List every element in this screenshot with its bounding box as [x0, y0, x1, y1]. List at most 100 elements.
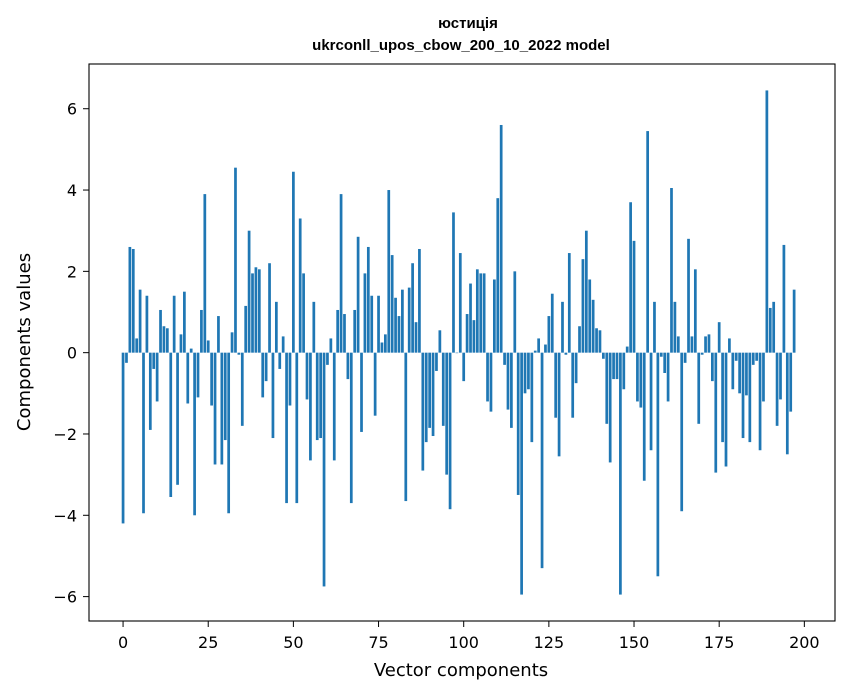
x-tick-label: 100 — [448, 633, 479, 652]
y-tick-label: 4 — [67, 181, 77, 200]
bar — [789, 352, 793, 412]
bar — [230, 332, 234, 353]
bar — [421, 352, 425, 471]
bar — [452, 212, 455, 353]
bar — [431, 352, 435, 437]
bar — [636, 352, 639, 402]
bar — [751, 352, 755, 365]
bar — [203, 194, 207, 353]
bar — [639, 352, 643, 408]
bar — [765, 90, 769, 353]
bar — [424, 352, 428, 443]
bar — [578, 326, 581, 353]
bar — [346, 352, 350, 380]
bar — [240, 352, 244, 426]
bar — [438, 330, 442, 353]
bar — [510, 352, 513, 428]
bar — [475, 269, 479, 353]
bar — [772, 301, 776, 353]
y-tick-label: −4 — [53, 506, 77, 525]
bar — [642, 352, 646, 481]
bar — [322, 352, 326, 587]
plot-frame — [88, 63, 836, 622]
bar — [128, 246, 132, 353]
bar — [360, 352, 363, 432]
bar — [768, 307, 772, 353]
bar — [707, 334, 711, 353]
bar — [785, 352, 789, 455]
bar — [711, 352, 714, 382]
bar — [138, 289, 142, 353]
bar — [217, 316, 220, 353]
bars-group — [121, 90, 796, 595]
bar — [506, 352, 510, 410]
bar — [591, 299, 595, 353]
bar — [721, 352, 724, 443]
bar — [268, 263, 271, 353]
bar — [734, 352, 738, 361]
bar — [584, 230, 588, 353]
y-tick-label: 6 — [67, 100, 77, 119]
bar — [462, 352, 466, 382]
y-axis-ticks: −6 −4 −2 0 2 4 6 — [53, 100, 89, 607]
bar — [782, 244, 786, 353]
bar — [745, 352, 748, 396]
bar — [724, 352, 728, 467]
y-tick-label: −6 — [53, 588, 77, 607]
bar — [697, 352, 701, 424]
bar — [186, 352, 190, 404]
bar — [285, 352, 288, 504]
bar — [728, 338, 731, 353]
bar — [625, 346, 629, 353]
bar — [458, 253, 462, 353]
bar — [247, 230, 251, 353]
bar — [292, 171, 295, 353]
bar — [193, 352, 196, 516]
bar — [748, 352, 752, 443]
bar — [397, 316, 401, 353]
bar — [145, 295, 149, 353]
bar — [762, 352, 765, 402]
bar — [704, 336, 707, 353]
bar — [257, 269, 261, 353]
bar — [343, 314, 346, 353]
bar — [183, 291, 186, 353]
bar — [165, 328, 169, 353]
bar — [223, 352, 227, 441]
bar — [448, 352, 452, 510]
bar — [298, 218, 302, 353]
bar — [779, 352, 782, 400]
x-axis-label: Vector components — [374, 660, 548, 681]
bar — [472, 320, 476, 353]
y-axis-label: Components values — [14, 253, 35, 431]
bar — [557, 352, 561, 457]
bar — [227, 352, 231, 514]
chart-title-line-2: ukrconll_upos_cbow_200_10_2022 model — [312, 37, 610, 54]
bar — [445, 352, 449, 475]
bar — [302, 273, 305, 353]
bar — [234, 167, 237, 353]
bar — [319, 352, 322, 439]
bar — [213, 352, 217, 465]
bar — [455, 352, 459, 354]
y-tick-label: 0 — [67, 344, 77, 363]
bar — [602, 352, 605, 359]
y-tick-label: 2 — [67, 262, 77, 281]
bar — [281, 336, 285, 353]
bar — [295, 352, 299, 504]
bar — [329, 338, 333, 353]
bar — [598, 330, 602, 353]
bar — [588, 279, 592, 353]
bar — [148, 352, 152, 430]
bar — [469, 283, 472, 353]
bar — [499, 124, 503, 353]
bar — [690, 336, 694, 353]
bar — [162, 326, 166, 353]
bar — [135, 338, 139, 353]
bar — [503, 352, 506, 365]
x-tick-label: 175 — [704, 633, 735, 652]
bar — [683, 352, 687, 363]
bar — [189, 348, 193, 353]
bar — [550, 293, 554, 353]
bar — [571, 352, 575, 418]
